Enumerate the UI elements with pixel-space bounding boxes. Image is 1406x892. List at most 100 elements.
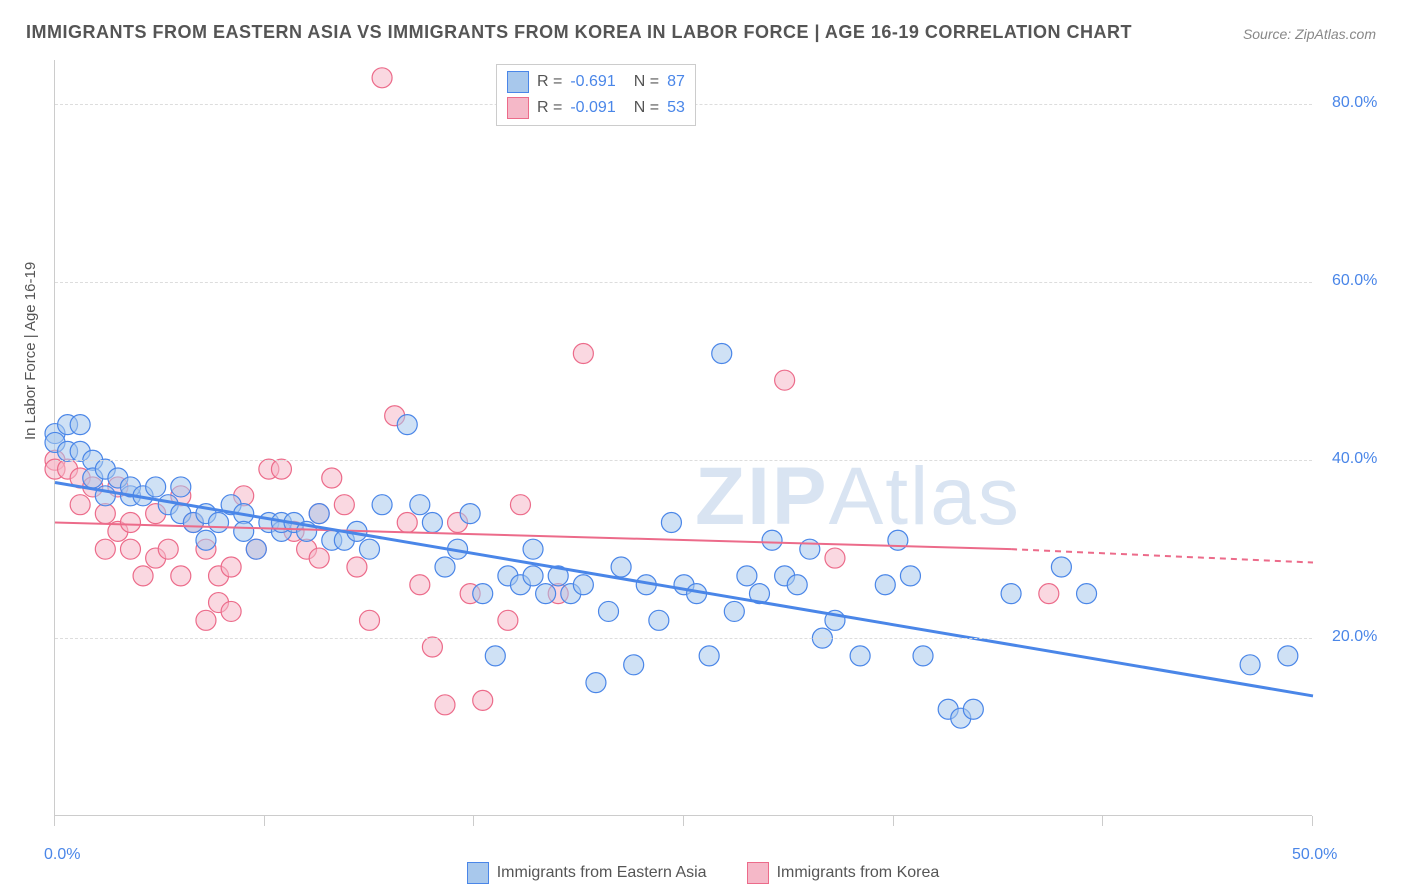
scatter-point (510, 495, 530, 515)
scatter-point (158, 539, 178, 559)
trendline-eastern-asia (55, 482, 1313, 695)
y-axis-label: In Labor Force | Age 16-19 (22, 262, 39, 440)
legend-row-series-2: R = -0.091 N = 53 (507, 95, 685, 121)
scatter-point (649, 610, 669, 630)
scatter-point (120, 512, 140, 532)
chart-title: IMMIGRANTS FROM EASTERN ASIA VS IMMIGRAN… (26, 22, 1132, 43)
scatter-point (360, 539, 380, 559)
scatter-point (372, 495, 392, 515)
scatter-point (573, 575, 593, 595)
scatter-point (422, 512, 442, 532)
scatter-point (334, 495, 354, 515)
scatter-point (234, 521, 254, 541)
scatter-point (133, 566, 153, 586)
legend-bottom-item-1: Immigrants from Eastern Asia (467, 862, 707, 884)
scatter-point (661, 512, 681, 532)
scatter-point (171, 477, 191, 497)
scatter-point (435, 557, 455, 577)
scatter-point (775, 370, 795, 390)
scatter-point (699, 646, 719, 666)
legend-n-label: N = (634, 99, 659, 117)
y-tick-label: 20.0% (1332, 628, 1377, 646)
legend-n-value-2: 53 (667, 99, 685, 117)
scatter-point (221, 557, 241, 577)
scatter-point (485, 646, 505, 666)
scatter-point (271, 459, 291, 479)
y-tick-label: 60.0% (1332, 272, 1377, 290)
scatter-point (737, 566, 757, 586)
scatter-point (309, 504, 329, 524)
scatter-point (397, 415, 417, 435)
legend-swatch-bottom-1 (467, 862, 489, 884)
scatter-point (523, 539, 543, 559)
scatter-point (435, 695, 455, 715)
scatter-point (372, 68, 392, 88)
scatter-point (460, 504, 480, 524)
scatter-point (850, 646, 870, 666)
y-tick-label: 80.0% (1332, 94, 1377, 112)
scatter-point (1039, 584, 1059, 604)
scatter-point (900, 566, 920, 586)
scatter-point (611, 557, 631, 577)
legend-correlation-box: R = -0.691 N = 87 R = -0.091 N = 53 (496, 64, 696, 126)
legend-bottom: Immigrants from Eastern Asia Immigrants … (0, 862, 1406, 884)
scatter-point (322, 468, 342, 488)
legend-r-value-1: -0.691 (570, 73, 615, 91)
legend-r-value-2: -0.091 (570, 99, 615, 117)
scatter-point (875, 575, 895, 595)
scatter-point (146, 477, 166, 497)
legend-r-label: R = (537, 99, 562, 117)
scatter-point (70, 415, 90, 435)
legend-bottom-label-1: Immigrants from Eastern Asia (497, 864, 707, 882)
scatter-point (825, 548, 845, 568)
scatter-point (95, 539, 115, 559)
scatter-point (712, 344, 732, 364)
chart-container: IMMIGRANTS FROM EASTERN ASIA VS IMMIGRAN… (0, 0, 1406, 892)
chart-svg (55, 60, 1312, 815)
scatter-point (246, 539, 266, 559)
scatter-point (1001, 584, 1021, 604)
scatter-point (473, 690, 493, 710)
scatter-point (397, 512, 417, 532)
scatter-point (536, 584, 556, 604)
scatter-point (913, 646, 933, 666)
scatter-point (724, 601, 744, 621)
y-tick-label: 40.0% (1332, 450, 1377, 468)
legend-swatch-bottom-2 (747, 862, 769, 884)
scatter-point (800, 539, 820, 559)
legend-bottom-label-2: Immigrants from Korea (777, 864, 940, 882)
scatter-point (95, 504, 115, 524)
legend-swatch-series-2 (507, 97, 529, 119)
scatter-point (498, 610, 518, 630)
legend-row-series-1: R = -0.691 N = 87 (507, 69, 685, 95)
scatter-point (209, 512, 229, 532)
scatter-point (963, 699, 983, 719)
scatter-point (70, 495, 90, 515)
scatter-point (1077, 584, 1097, 604)
scatter-point (573, 344, 593, 364)
scatter-point (120, 539, 140, 559)
scatter-point (196, 610, 216, 630)
scatter-point (410, 575, 430, 595)
scatter-point (523, 566, 543, 586)
scatter-point (624, 655, 644, 675)
legend-swatch-series-1 (507, 71, 529, 93)
scatter-point (1278, 646, 1298, 666)
scatter-point (762, 530, 782, 550)
scatter-point (360, 610, 380, 630)
scatter-point (888, 530, 908, 550)
scatter-point (309, 548, 329, 568)
scatter-point (599, 601, 619, 621)
scatter-point (586, 673, 606, 693)
scatter-point (347, 557, 367, 577)
scatter-point (1051, 557, 1071, 577)
x-tick-label-right: 50.0% (1292, 846, 1337, 864)
scatter-point (473, 584, 493, 604)
scatter-point (422, 637, 442, 657)
scatter-point (221, 601, 241, 621)
scatter-point (410, 495, 430, 515)
scatter-point (171, 566, 191, 586)
legend-n-label: N = (634, 73, 659, 91)
legend-n-value-1: 87 (667, 73, 685, 91)
scatter-point (196, 530, 216, 550)
